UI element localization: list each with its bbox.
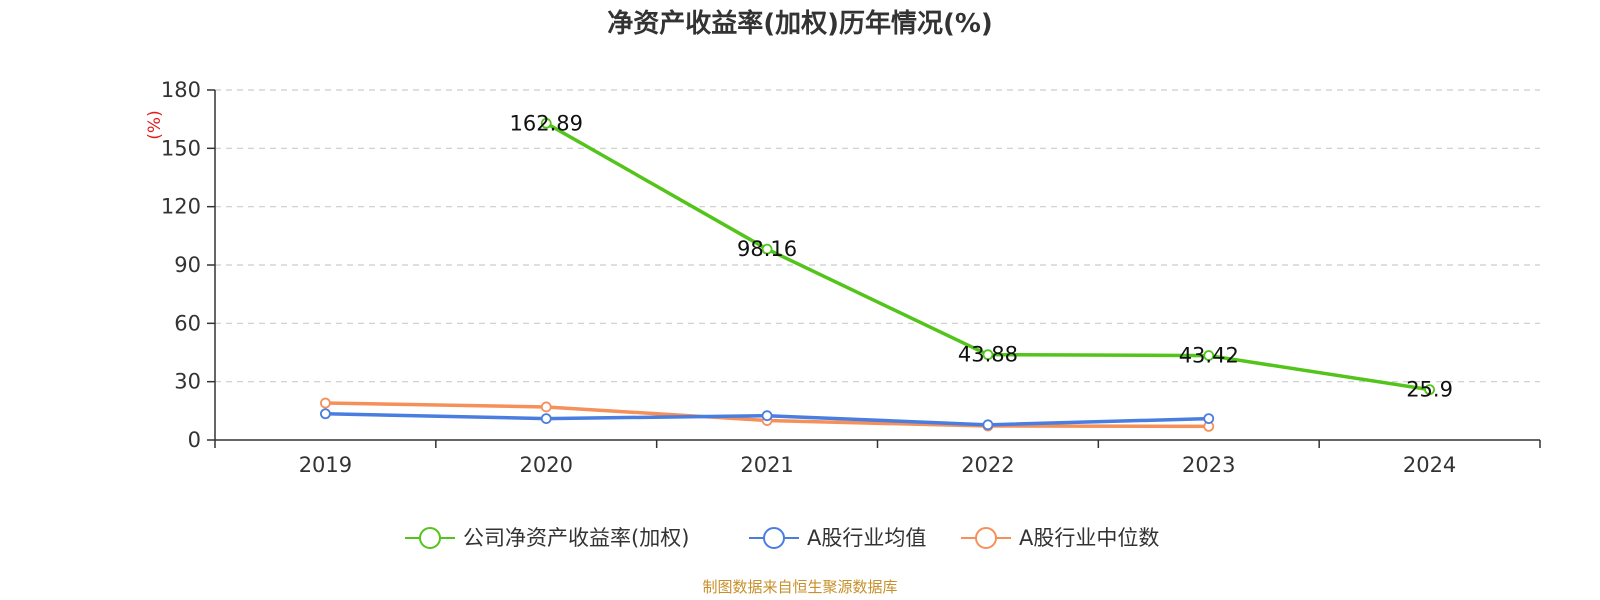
legend-marker: [975, 527, 997, 549]
data-point: [320, 408, 331, 420]
y-tick-label: 30: [174, 370, 201, 394]
x-tick-label: 2024: [1403, 453, 1456, 477]
y-tick-label: 90: [174, 253, 201, 277]
y-tick-label: 60: [174, 311, 201, 335]
data-point: [761, 243, 773, 255]
data-label: 162.89: [510, 111, 583, 135]
data-point: [540, 413, 552, 425]
chart-title: 净资产收益率(加权)历年情况(%): [607, 8, 993, 39]
source-note: 制图数据来自恒生聚源数据库: [702, 578, 897, 596]
legend-label: A股行业中位数: [1019, 526, 1159, 550]
legend-label: A股行业均值: [807, 526, 926, 550]
series-layer: [320, 117, 1435, 432]
series-0: [540, 117, 1435, 396]
legend-item-1: A股行业均值: [749, 526, 926, 550]
y-tick-label: 180: [161, 78, 201, 102]
x-tick-label: 2020: [520, 453, 573, 477]
data-label: 43.42: [1179, 344, 1239, 368]
data-point: [1203, 413, 1215, 425]
legend-label: 公司净资产收益率(加权): [463, 526, 689, 550]
legend-marker: [763, 527, 785, 549]
data-label: 25.9: [1406, 378, 1453, 402]
data-labels: 162.89 98.16 43.88 43.42 25.9: [510, 111, 1453, 401]
y-tick-label: 150: [161, 136, 201, 160]
y-tick-label: 0: [188, 428, 201, 452]
legend-marker: [419, 527, 441, 549]
grid-lines: [215, 89, 1540, 383]
axes: 0 30 60 90 120 150 180 2019 2020 2021 2022 2023 2024: [161, 78, 1541, 477]
data-point: [540, 117, 552, 129]
data-point: [540, 401, 552, 413]
y-axis-unit: (%): [145, 110, 165, 139]
data-point: [320, 397, 331, 409]
data-point: [1203, 350, 1215, 361]
x-tick-label: 2021: [740, 453, 793, 477]
data-point: [982, 349, 994, 361]
legend: 公司净资产收益率(加权) A股行业均值 A股行业中位数: [405, 526, 1159, 550]
legend-item-0: 公司净资产收益率(加权): [405, 526, 689, 550]
x-tick-label: 2022: [961, 453, 1014, 477]
legend-item-2: A股行业中位数: [961, 526, 1159, 550]
data-point: [982, 419, 994, 431]
x-tick-label: 2023: [1182, 453, 1235, 477]
y-tick-label: 120: [161, 195, 201, 219]
data-point: [1424, 384, 1435, 396]
data-label: 43.88: [958, 343, 1018, 367]
data-point: [761, 410, 773, 422]
series-1: [320, 408, 1215, 431]
data-label: 98.16: [737, 237, 797, 261]
x-tick-label: 2019: [299, 453, 352, 477]
